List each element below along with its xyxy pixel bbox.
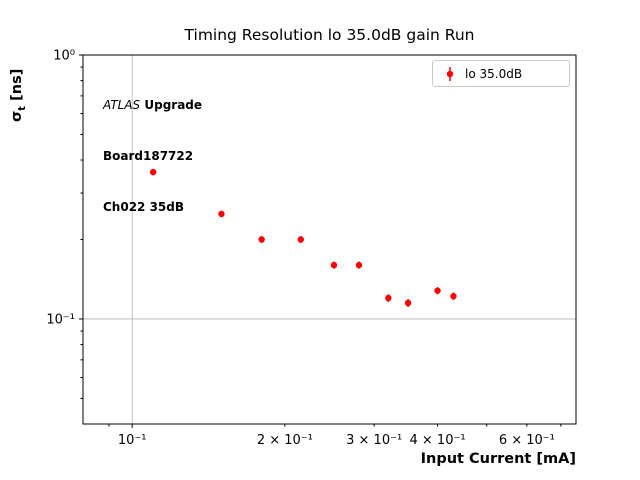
errorbar-marker-icon — [446, 66, 454, 81]
y-tick-label: 10⁻¹ — [46, 312, 75, 327]
x-tick-label: 3 × 10⁻¹ — [346, 433, 402, 448]
data-point — [218, 210, 225, 218]
data-point — [297, 236, 304, 243]
data-point — [404, 299, 412, 307]
x-axis-label: Input Current [mA] — [420, 451, 576, 467]
board-label: Board187722 — [103, 149, 194, 163]
y-tick-label: 10⁰ — [53, 49, 75, 64]
legend: lo 35.0dB — [432, 60, 570, 87]
data-point — [330, 261, 338, 269]
ylabel-units: [ns] — [9, 68, 25, 106]
ylabel-subscript: t — [16, 105, 28, 111]
ylabel-symbol: σ — [9, 110, 25, 122]
x-tick-label: 6 × 10⁻¹ — [499, 433, 555, 448]
data-point — [434, 287, 441, 294]
data-point — [149, 168, 157, 176]
data-point — [258, 236, 265, 243]
plot-annotation: ATLAS Upgrade Board187722 Ch022 35dB — [103, 63, 202, 250]
annotation-line-1: ATLAS Upgrade — [103, 97, 202, 114]
chart-title: Timing Resolution lo 35.0dB gain Run — [184, 26, 475, 44]
data-point — [385, 294, 392, 302]
data-point — [450, 292, 457, 300]
x-tick-label: 10⁻¹ — [118, 433, 147, 448]
experiment-name: ATLAS — [103, 98, 141, 112]
channel-label: Ch022 35dB — [103, 200, 185, 214]
data-point — [355, 261, 363, 269]
x-tick-label: 2 × 10⁻¹ — [257, 433, 313, 448]
y-axis-label: σt [ns] — [9, 69, 28, 122]
legend-label: lo 35.0dB — [465, 66, 523, 81]
x-tick-label: 4 × 10⁻¹ — [410, 433, 466, 448]
upgrade-label: Upgrade — [140, 98, 203, 112]
